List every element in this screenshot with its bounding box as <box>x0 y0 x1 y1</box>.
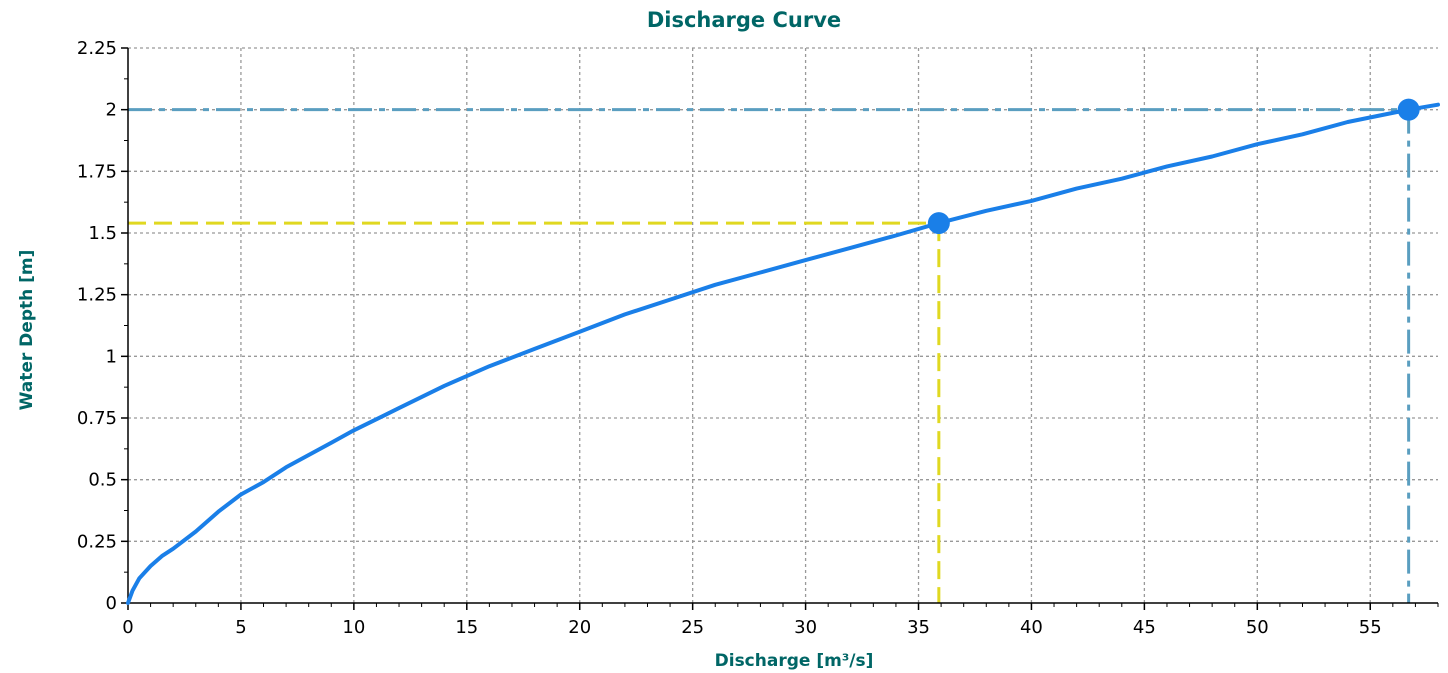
y-tick-label: 1.75 <box>77 161 117 182</box>
y-tick-label: 2 <box>106 100 117 121</box>
axis-ticks: 0 5 10 15 20 25 30 35 40 45 50 55 0 0.25 0.5 0.75 1 1.25 1… <box>77 38 1439 638</box>
x-axis-label: Discharge [m³/s] <box>715 651 874 671</box>
y-tick-label: 0.5 <box>88 470 117 491</box>
grid-lines <box>128 47 1438 603</box>
y-tick-label: 1 <box>106 346 117 367</box>
x-tick-label: 30 <box>794 617 817 638</box>
x-tick-label: 40 <box>1020 617 1043 638</box>
markers <box>927 98 1420 235</box>
series-layer <box>126 102 1440 605</box>
y-tick-label: 1.25 <box>77 285 117 306</box>
x-tick-label: 50 <box>1246 617 1269 638</box>
curve-point-marker <box>927 212 950 235</box>
marker-guide-lines <box>128 108 1411 603</box>
y-tick-label: 1.5 <box>88 223 117 244</box>
x-tick-label: 55 <box>1359 617 1382 638</box>
x-tick-label: 25 <box>681 617 704 638</box>
y-tick-label: 2.25 <box>77 38 117 59</box>
y-tick-label: 0.75 <box>77 408 117 429</box>
x-tick-label: 0 <box>122 617 133 638</box>
x-tick-label: 15 <box>455 617 478 638</box>
y-tick-label: 0.25 <box>77 531 117 552</box>
curve-point-marker <box>1397 98 1420 121</box>
x-tick-label: 10 <box>342 617 365 638</box>
chart-title: Discharge Curve <box>647 8 841 32</box>
x-tick-label: 35 <box>907 617 930 638</box>
x-tick-label: 20 <box>568 617 591 638</box>
y-tick-label: 0 <box>106 593 117 614</box>
axes <box>127 48 1438 604</box>
y-axis-label: Water Depth [m] <box>17 250 37 411</box>
x-tick-label: 45 <box>1133 617 1156 638</box>
discharge-curve-line <box>126 102 1440 605</box>
x-tick-label: 5 <box>235 617 246 638</box>
